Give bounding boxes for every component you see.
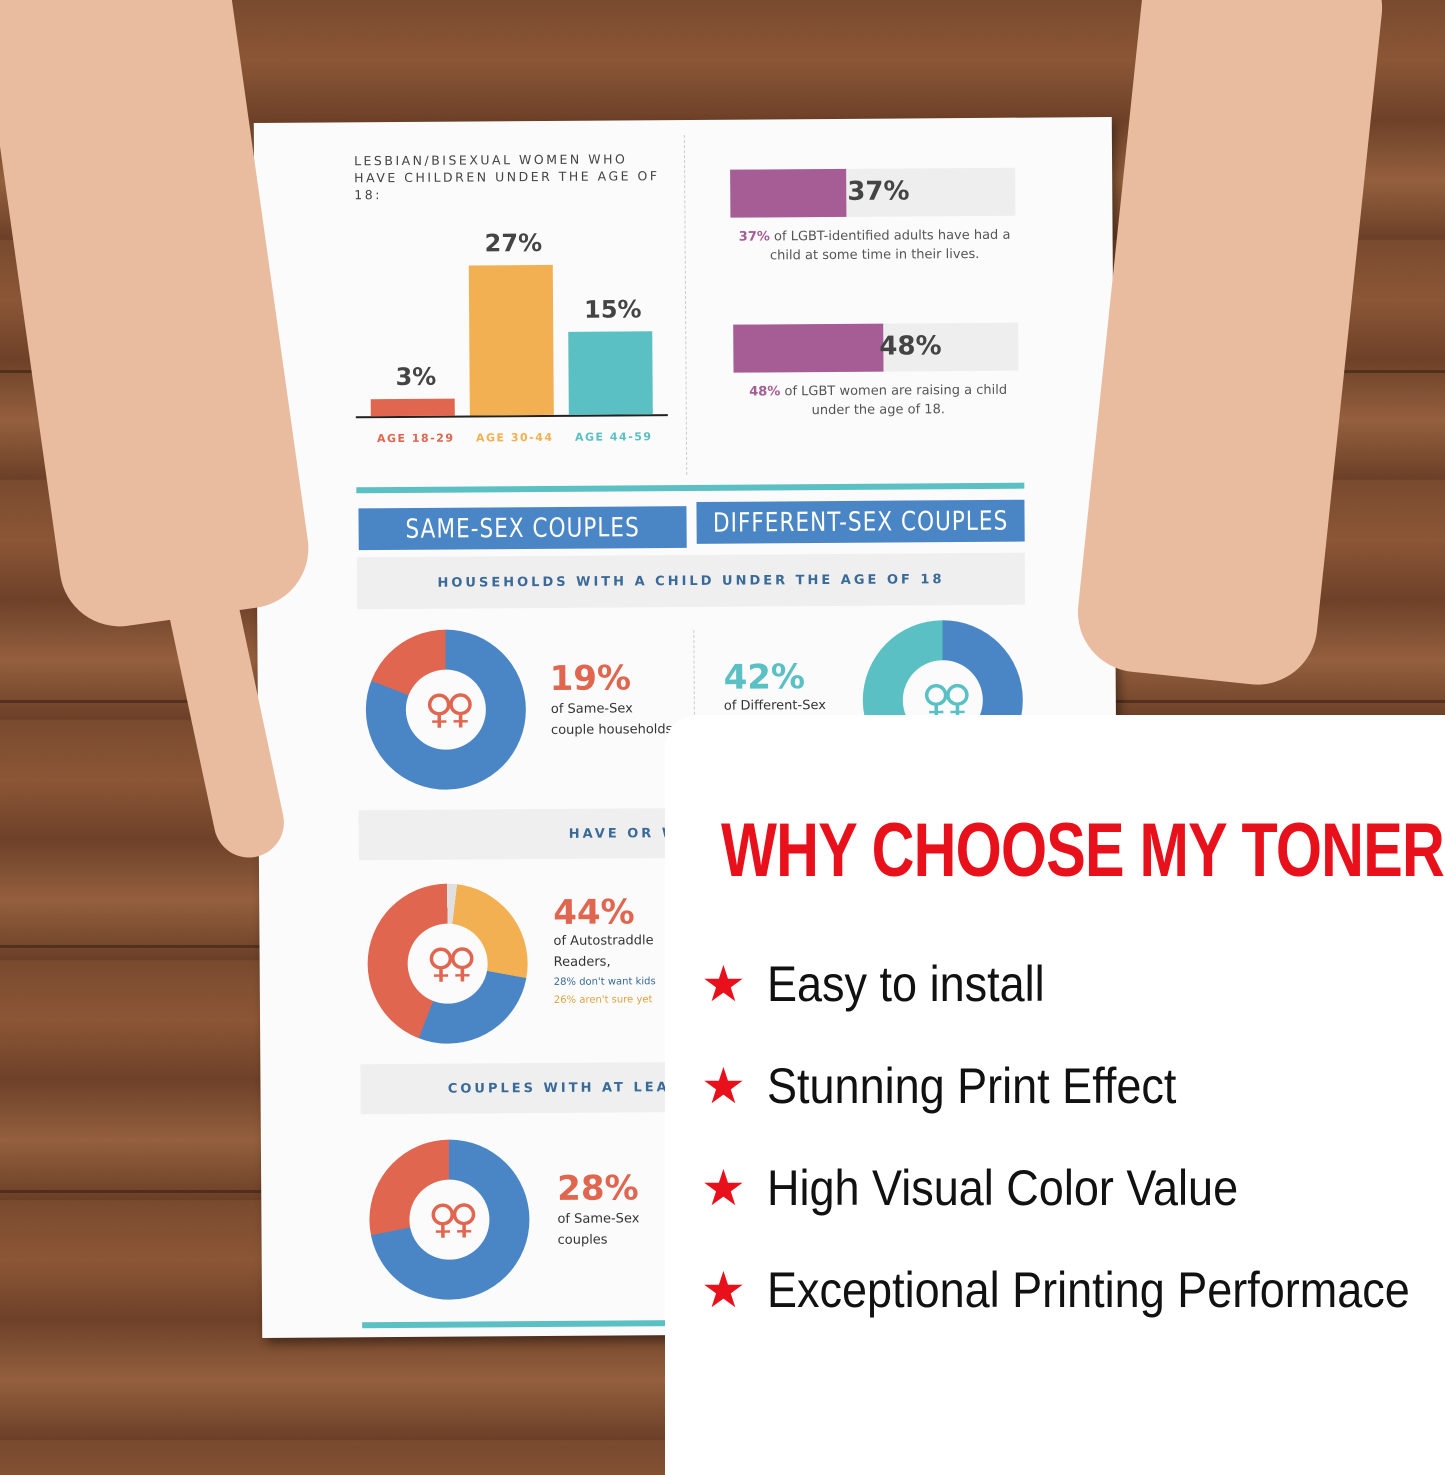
right-hand [1071, 0, 1389, 691]
bar-category-label: AGE 44-59 [574, 430, 653, 444]
stat-caption: 37% of LGBT-identified adults have had a… [725, 226, 1025, 266]
stat-caption-value: 37% [738, 229, 770, 245]
star-icon: ★ [701, 1261, 746, 1319]
stat-value: 48% [879, 331, 942, 362]
donut-value: 44% [553, 892, 635, 933]
desc-line: of Autostraddle [553, 933, 654, 949]
female-symbols-icon: ♀♀ [409, 1179, 490, 1260]
bar-age-18-29 [370, 398, 455, 417]
teal-rule [356, 482, 1025, 494]
bar-chart-title: LESBIAN/BISEXUAL WOMEN WHO HAVE CHILDREN… [353, 151, 660, 203]
divider [683, 135, 688, 475]
star-icon: ★ [701, 1159, 746, 1217]
star-icon: ★ [701, 1057, 746, 1115]
donut-desc: of Same-Sex couple households [551, 698, 673, 741]
stat-caption-text: of LGBT women are raising a child under … [784, 382, 1008, 419]
desc-line: Readers, [553, 954, 611, 970]
desc-line: 26% aren't sure yet [553, 994, 653, 1006]
bar-value-label: 3% [395, 363, 437, 392]
donut-desc: of Autostraddle Readers, 28% don't want ki… [553, 930, 655, 1010]
section-header: HOUSEHOLDS WITH A CHILD UNDER THE AGE OF… [356, 552, 1026, 610]
feature-text: Stunning Print Effect [767, 1058, 1177, 1114]
bar-age-30-44 [468, 264, 554, 416]
donut-value: 28% [557, 1168, 639, 1209]
banner-same-sex: SAME-SEX COUPLES [358, 506, 687, 551]
banner-different-sex: DIFFERENT-SEX COUPLES [696, 499, 1025, 544]
desc-line: couples [557, 1232, 608, 1248]
stat-caption: 48% of LGBT women are raising a child un… [736, 381, 1021, 421]
stat-caption-text: of LGBT-identified adults have had a chi… [769, 227, 1011, 264]
female-symbols-icon: ♀♀ [407, 923, 488, 1004]
donut-desc: of Same-Sex couples [557, 1208, 639, 1251]
desc-line: couple households [550, 722, 673, 738]
bar-category-label: AGE 30-44 [475, 430, 554, 445]
left-hand [0, 0, 317, 635]
feature-card: WHY CHOOSE MY TONER ★ Easy to install ★ St… [665, 715, 1445, 1475]
stat-value: 37% [847, 176, 910, 207]
feature-item: ★ Exceptional Printing Performace [701, 1261, 1445, 1319]
feature-text: Exceptional Printing Performace [767, 1262, 1410, 1318]
star-icon: ★ [701, 955, 746, 1013]
stat-bar-48: 48% [733, 322, 1019, 373]
donut-value: 42% [723, 657, 806, 698]
desc-line: of Same-Sex [550, 701, 633, 717]
bar-category-label: AGE 18-29 [376, 431, 455, 446]
bar-age-44-59 [568, 330, 653, 415]
donut-value: 19% [549, 658, 632, 699]
feature-text: Easy to install [767, 956, 1045, 1012]
donut-same-sex-households: ♀♀ [365, 629, 527, 791]
donut-autostraddle-readers: ♀♀ [367, 883, 529, 1045]
feature-item: ★ Easy to install [701, 955, 1075, 1013]
bar-chart: 3% AGE 18-29 27% AGE 30-44 15% AGE 44-59 [354, 220, 668, 445]
donut-couples: ♀♀ [368, 1139, 530, 1301]
feature-item: ★ High Visual Color Value [701, 1159, 1290, 1217]
stat-caption-value: 48% [749, 384, 781, 400]
stat-fill [730, 168, 847, 218]
feature-text: High Visual Color Value [767, 1160, 1239, 1216]
donut-desc: of Different-Sex [723, 698, 826, 714]
card-headline: WHY CHOOSE MY TONER [721, 808, 1445, 893]
bar-value-label: 27% [484, 229, 543, 258]
bar-value-label: 15% [583, 294, 642, 324]
desc-line: 28% don't want kids [553, 976, 656, 988]
female-symbols-icon: ♀♀ [405, 669, 487, 750]
feature-item: ★ Stunning Print Effect [701, 1057, 1222, 1115]
stat-bar-37: 37% [730, 167, 1016, 218]
desc-line: of Same-Sex [557, 1211, 640, 1227]
stat-fill [733, 323, 884, 373]
